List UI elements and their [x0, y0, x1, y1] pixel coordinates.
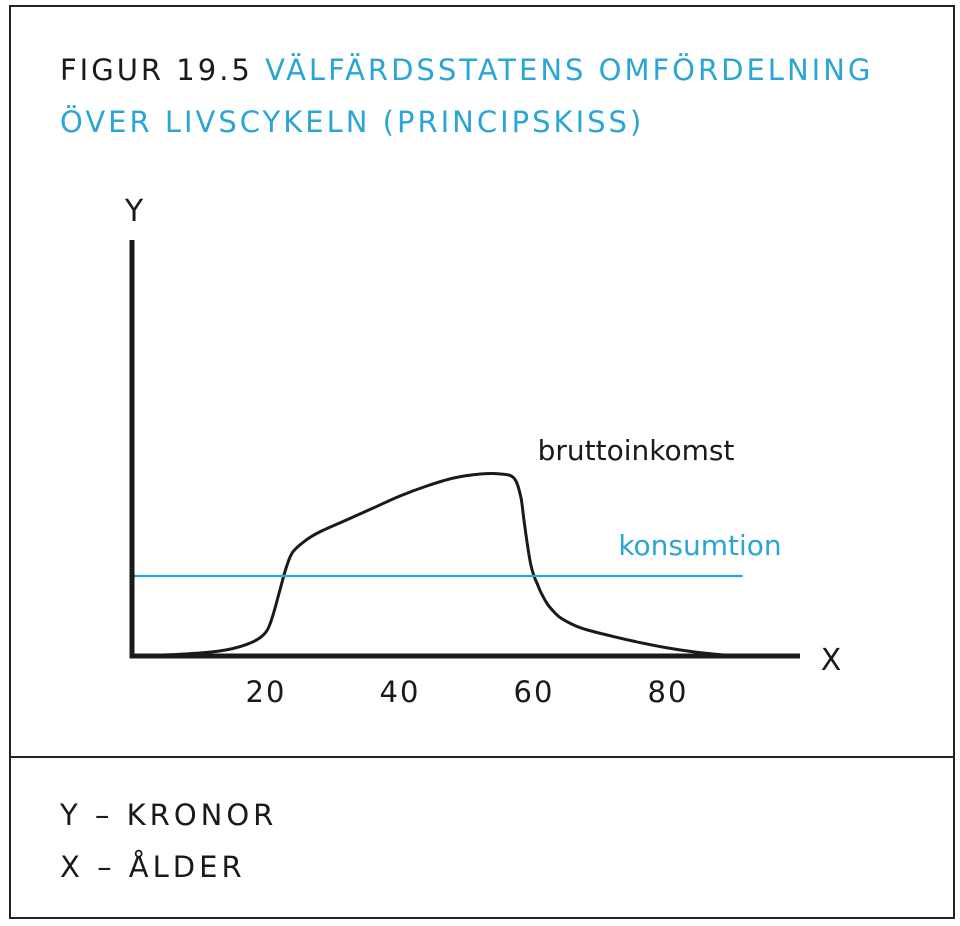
figure-title-line-2: ÖVER LIVSCYKELN (PRINCIPSKISS)	[60, 105, 645, 139]
annotation-konsumtion: konsumtion	[618, 529, 781, 562]
x-axis-label: X	[821, 643, 842, 678]
figure-title-part-1: VÄLFÄRDSSTATENS OMFÖRDELNING	[265, 53, 874, 87]
x-tick-label: 20	[246, 675, 287, 709]
x-tick-label: 40	[380, 675, 421, 709]
legend-divider	[9, 756, 955, 758]
y-axis-label: Y	[124, 194, 144, 229]
x-tick-label: 60	[514, 675, 555, 709]
legend-y-description: Y – KRONOR	[60, 798, 278, 832]
figure-frame	[9, 5, 955, 919]
x-tick-label: 80	[648, 675, 689, 709]
figure-title-line-1: FIGUR 19.5 VÄLFÄRDSSTATENS OMFÖRDELNING	[60, 56, 873, 85]
legend-x-description: X – ÅLDER	[60, 850, 246, 884]
annotation-bruttoinkomst: bruttoinkomst	[538, 434, 735, 467]
series-line-bruttoinkomst	[130, 471, 737, 658]
figure-label: FIGUR 19.5	[60, 53, 253, 87]
chart: Y X 20 40 60 80 bruttoinkomst konsumtion	[124, 194, 842, 709]
